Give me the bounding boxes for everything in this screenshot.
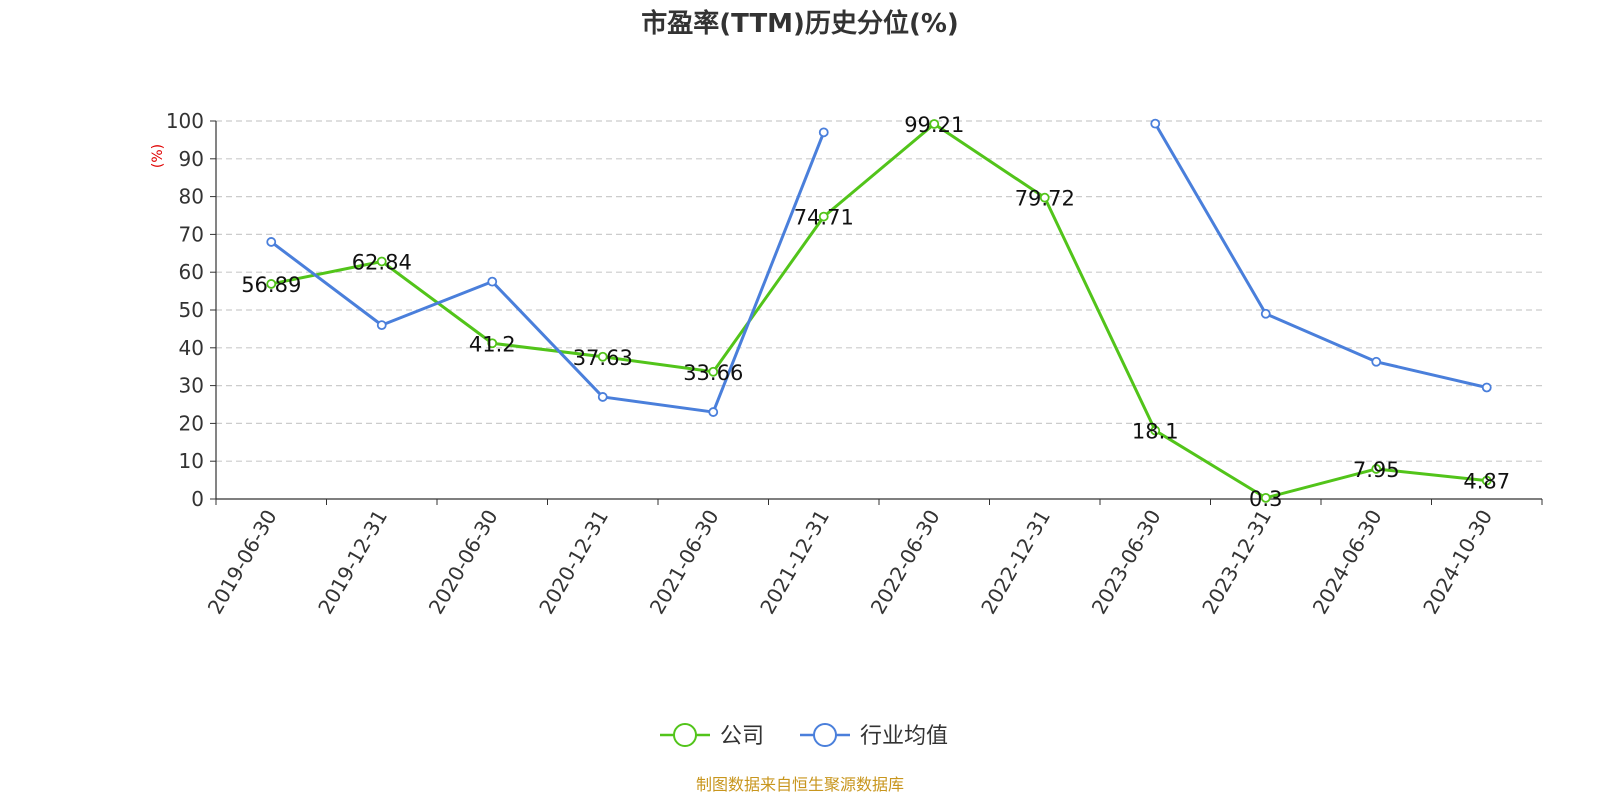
series-industry-average — [266, 118, 1492, 417]
x-tick-label: 2023-06-30 — [1087, 506, 1166, 619]
data-label: 79.72 — [1015, 187, 1075, 211]
data-label: 99.21 — [904, 113, 964, 137]
data-label: 33.66 — [683, 361, 743, 385]
y-tick-label: 100 — [166, 109, 204, 133]
data-point[interactable] — [266, 237, 277, 247]
legend-marker — [673, 723, 697, 747]
data-point[interactable] — [1260, 308, 1271, 319]
legend-label: 公司 — [720, 724, 764, 749]
data-point[interactable] — [818, 127, 829, 138]
x-tick-label: 2023-12-31 — [1197, 506, 1276, 619]
data-point[interactable] — [376, 256, 387, 267]
data-labels: 56.89 62.84 41.2 37.63 33.66 74.71 99.21 79.72 1… — [241, 113, 1510, 511]
data-point[interactable] — [487, 276, 498, 287]
data-point[interactable] — [708, 366, 719, 377]
x-tick-label: 2022-06-30 — [866, 506, 945, 619]
data-label: 74.71 — [794, 206, 854, 230]
data-label: 41.2 — [469, 332, 516, 356]
data-label: 62.84 — [352, 250, 412, 274]
series-line — [270, 131, 826, 414]
data-point[interactable] — [1481, 475, 1492, 486]
x-tick-label: 2020-06-30 — [424, 506, 503, 619]
x-tick-label: 2020-12-31 — [534, 506, 613, 619]
data-point[interactable] — [1150, 118, 1161, 129]
y-tick-label: 80 — [179, 185, 204, 209]
legend-item-industry-average[interactable]: 行业均值 — [800, 723, 948, 749]
series-line — [270, 122, 1487, 500]
y-tick-label: 10 — [179, 449, 204, 473]
data-point[interactable] — [1371, 356, 1382, 367]
data-point[interactable] — [1260, 492, 1271, 503]
source-note: 制图数据来自恒生聚源数据库 — [696, 775, 904, 794]
data-point[interactable] — [708, 407, 719, 417]
data-point[interactable] — [597, 392, 608, 402]
y-tick-label: 90 — [179, 147, 204, 171]
x-tick-label: 2022-12-31 — [976, 506, 1055, 619]
x-tick-label: 2019-06-30 — [203, 506, 282, 619]
x-tick-label: 2021-06-30 — [645, 506, 724, 619]
data-point[interactable] — [266, 279, 277, 289]
legend-label: 行业均值 — [860, 724, 948, 749]
data-point[interactable] — [487, 338, 498, 349]
data-label: 18.1 — [1132, 420, 1179, 444]
data-point[interactable] — [376, 320, 387, 331]
data-point[interactable] — [818, 211, 829, 222]
legend-marker — [813, 723, 837, 747]
data-label: 4.87 — [1463, 470, 1510, 494]
legend-item-company[interactable]: 公司 — [660, 723, 764, 749]
x-tick-label: 2019-12-31 — [313, 506, 392, 619]
x-tick-label: 2024-06-30 — [1308, 506, 1387, 619]
data-point[interactable] — [1150, 425, 1161, 436]
y-axis-label: (%) — [150, 144, 166, 168]
y-tick-label: 60 — [179, 260, 204, 284]
x-tick-label: 2024-10-30 — [1418, 506, 1497, 619]
data-label: 7.95 — [1353, 458, 1400, 482]
y-tick-label: 70 — [179, 222, 204, 246]
y-tick-label: 0 — [191, 487, 204, 511]
data-point[interactable] — [597, 351, 608, 362]
y-axis-ticks: 0 10 20 30 40 50 60 70 80 90 100 — [166, 109, 217, 511]
data-point[interactable] — [1039, 192, 1050, 203]
chart-title: 市盈率(TTM)历史分位(%) — [641, 8, 959, 39]
series-group — [266, 118, 1492, 503]
data-point[interactable] — [1371, 464, 1382, 474]
x-tick-label: 2021-12-31 — [755, 506, 834, 619]
grid-lines — [216, 120, 1542, 462]
x-axis: 2019-06-30 2019-12-31 2020-06-30 2020-12-31… — [203, 498, 1543, 619]
legend[interactable]: 公司 行业均值 — [660, 723, 948, 749]
y-tick-label: 30 — [179, 374, 204, 398]
data-point[interactable] — [929, 119, 940, 129]
series-company — [266, 119, 1492, 503]
data-label: 56.89 — [241, 273, 301, 297]
y-tick-label: 40 — [179, 336, 204, 360]
y-tick-label: 20 — [179, 411, 204, 435]
series-line — [1153, 122, 1488, 389]
data-label: 37.63 — [573, 346, 633, 370]
data-label: 0.3 — [1249, 487, 1282, 511]
y-tick-label: 50 — [179, 298, 204, 322]
data-point[interactable] — [1481, 382, 1492, 393]
